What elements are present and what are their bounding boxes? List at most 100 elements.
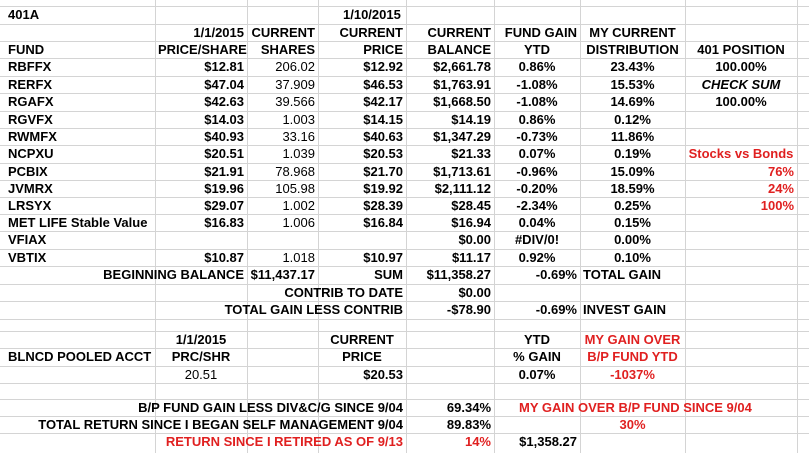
header-shares[interactable]: SHARES — [260, 42, 315, 57]
distribution-cell[interactable]: 18.59% — [610, 181, 655, 196]
distribution-cell[interactable]: 14.69% — [610, 94, 655, 109]
balance-cell[interactable]: $1,668.50 — [433, 94, 491, 109]
bp-since-value[interactable]: 69.34% — [446, 400, 491, 415]
distribution-cell[interactable]: 15.09% — [610, 164, 655, 179]
header-my-current[interactable]: MY CURRENT — [589, 25, 676, 40]
price-share-cell[interactable]: $19.96 — [204, 181, 244, 196]
fund-name-cell[interactable]: RBFFX — [8, 59, 52, 74]
sum-value[interactable]: $11,358.27 — [426, 267, 491, 282]
header-fund[interactable]: FUND — [8, 42, 45, 57]
distribution-cell[interactable]: 0.19% — [614, 146, 651, 161]
beginning-balance-value[interactable]: $11,437.17 — [250, 267, 315, 282]
check-sum-value[interactable]: 100.00% — [715, 94, 767, 109]
pooled-my-gain-value[interactable]: -1037% — [610, 367, 655, 382]
pooled-label[interactable]: BLNCD POOLED ACCT — [8, 349, 152, 364]
fund-name-cell[interactable]: PCBIX — [8, 164, 48, 179]
distribution-cell[interactable]: 23.43% — [610, 59, 655, 74]
invest-gain-pct[interactable]: -0.69% — [535, 302, 577, 317]
position-value[interactable]: 100.00% — [715, 59, 767, 74]
price-cell[interactable] — [318, 232, 406, 248]
distribution-cell[interactable]: 0.10% — [614, 250, 651, 265]
header-balance[interactable]: BALANCE — [427, 42, 491, 57]
total-less-contrib-value[interactable]: -$78.90 — [446, 302, 491, 317]
header-date-2[interactable]: 1/10/2015 — [343, 7, 401, 22]
shares-cell[interactable]: 1.018 — [282, 250, 315, 265]
price-cell[interactable]: $28.39 — [363, 198, 403, 213]
retired-label[interactable]: RETURN SINCE I RETIRED AS OF 9/13 — [165, 434, 403, 449]
fund-name-cell[interactable]: NCPXU — [8, 146, 54, 161]
check-sum-label[interactable]: CHECK SUM — [701, 77, 781, 92]
shares-cell[interactable]: 39.566 — [275, 94, 315, 109]
header-price[interactable]: PRICE — [363, 42, 403, 57]
price-share-cell[interactable]: $10.87 — [204, 250, 244, 265]
balance-cell[interactable]: $1,763.91 — [433, 77, 491, 92]
shares-cell[interactable]: 1.039 — [282, 146, 315, 161]
fund-name-cell[interactable]: MET LIFE Stable Value — [8, 215, 148, 230]
ytd-cell[interactable]: 0.04% — [518, 215, 556, 230]
price-cell[interactable]: $16.84 — [363, 215, 403, 230]
ytd-cell[interactable]: 0.92% — [518, 250, 556, 265]
price-cell[interactable]: $40.63 — [363, 129, 403, 144]
stocks-vs-bonds-label[interactable]: Stocks vs Bonds — [688, 146, 794, 161]
my-gain-since-label[interactable]: MY GAIN OVER B/P FUND SINCE 9/04 — [519, 400, 752, 415]
distribution-cell[interactable]: 0.25% — [614, 198, 651, 213]
ytd-cell[interactable]: 0.86% — [518, 112, 556, 127]
fund-name-cell[interactable]: VBTIX — [8, 250, 47, 265]
balance-cell[interactable]: $16.94 — [451, 215, 491, 230]
ytd-cell[interactable]: 0.07% — [518, 146, 556, 161]
header-date-1[interactable]: 1/1/2015 — [193, 25, 244, 40]
fund-name-cell[interactable]: JVMRX — [8, 181, 53, 196]
pooled-pct-gain[interactable]: % GAIN — [513, 349, 561, 364]
fund-name-cell[interactable]: RGVFX — [8, 112, 53, 127]
header-price-share[interactable]: PRICE/SHARE — [158, 42, 247, 57]
balance-cell[interactable]: $21.33 — [451, 146, 491, 161]
balance-cell[interactable]: $1,347.29 — [433, 129, 491, 144]
total-gain-pct[interactable]: -0.69% — [535, 267, 577, 282]
shares-cell[interactable]: 105.98 — [275, 181, 315, 196]
fund-name-cell[interactable]: LRSYX — [8, 198, 52, 213]
ytd-cell[interactable]: -0.73% — [516, 129, 558, 144]
sum-label[interactable]: SUM — [374, 267, 403, 282]
balance-cell[interactable]: $14.19 — [451, 112, 491, 127]
distribution-cell[interactable]: 0.15% — [614, 215, 651, 230]
price-cell[interactable]: $10.97 — [363, 250, 403, 265]
price-share-cell[interactable]: $47.04 — [204, 77, 244, 92]
price-cell[interactable]: $46.53 — [363, 77, 403, 92]
pooled-ytd[interactable]: YTD — [524, 332, 550, 347]
total-less-contrib-label[interactable]: TOTAL GAIN LESS CONTRIB — [224, 302, 403, 317]
beginning-balance-label[interactable]: BEGINNING BALANCE — [103, 267, 244, 282]
shares-cell[interactable]: 1.006 — [282, 215, 315, 230]
invest-gain-label[interactable]: INVEST GAIN — [583, 302, 667, 317]
ytd-cell[interactable]: -0.96% — [516, 164, 558, 179]
shares-cell[interactable]: 33.16 — [282, 129, 315, 144]
price-share-cell[interactable]: $14.03 — [204, 112, 244, 127]
pooled-current[interactable]: CURRENT — [330, 332, 394, 347]
pooled-my-gain-over[interactable]: MY GAIN OVER — [584, 332, 681, 347]
price-share-cell[interactable]: $20.51 — [204, 146, 244, 161]
pooled-prc-value[interactable]: 20.51 — [184, 367, 218, 382]
shares-cell[interactable]: 206.02 — [275, 59, 315, 74]
price-share-cell[interactable]: $16.83 — [204, 215, 244, 230]
pooled-bp-fund-ytd[interactable]: B/P FUND YTD — [587, 349, 678, 364]
pooled-price[interactable]: PRICE — [342, 349, 382, 364]
balance-cell[interactable]: $11.17 — [451, 250, 491, 265]
sheet-title[interactable]: 401A — [8, 7, 40, 22]
price-share-cell[interactable]: $21.91 — [204, 164, 244, 179]
fund-name-cell[interactable]: RWMFX — [8, 129, 57, 144]
price-share-cell[interactable]: $42.63 — [204, 94, 244, 109]
balance-cell[interactable]: $1,713.61 — [433, 164, 491, 179]
total-pct[interactable]: 100% — [760, 198, 794, 213]
header-401-position[interactable]: 401 POSITION — [697, 42, 785, 57]
shares-cell[interactable]: 1.002 — [282, 198, 315, 213]
price-cell[interactable]: $42.17 — [363, 94, 403, 109]
pooled-date[interactable]: 1/1/2015 — [175, 332, 227, 347]
price-share-cell[interactable]: $40.93 — [204, 129, 244, 144]
header-ytd[interactable]: YTD — [524, 42, 550, 57]
retired-value[interactable]: $1,358.27 — [519, 434, 577, 449]
contrib-value[interactable]: $0.00 — [458, 285, 491, 300]
pooled-price-value[interactable]: $20.53 — [363, 367, 403, 382]
retired-pct[interactable]: 14% — [464, 434, 491, 449]
my-gain-since-value[interactable]: 30% — [619, 417, 646, 432]
ytd-cell[interactable]: #DIV/0! — [514, 232, 560, 247]
ytd-cell[interactable]: -2.34% — [516, 198, 558, 213]
